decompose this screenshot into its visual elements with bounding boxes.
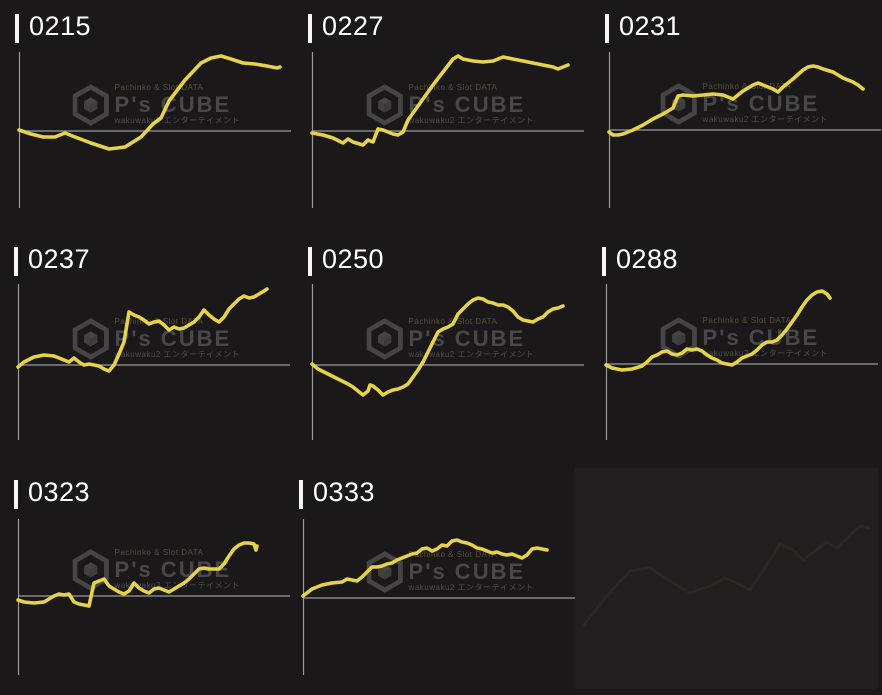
- chart-canvas: [17, 52, 291, 208]
- machine-number-label: 0215: [29, 11, 92, 41]
- machine-chart-cell[interactable]: 0250 Pachinko & Slot DATA P's CUBE wakuw…: [294, 233, 588, 466]
- label-accent-bar: [14, 480, 18, 509]
- label-accent-bar: [14, 247, 18, 276]
- series-line: [301, 538, 549, 598]
- series-line: [310, 54, 570, 147]
- series-line: [16, 541, 259, 608]
- label-accent-bar: [602, 247, 606, 276]
- label-accent-bar: [308, 247, 312, 276]
- machine-number-label: 0231: [619, 11, 682, 41]
- empty-cell-panel: [575, 468, 878, 689]
- chart-canvas: [310, 284, 584, 440]
- machine-chart-cell[interactable]: 0237 Pachinko & Slot DATA P's CUBE wakuw…: [0, 233, 294, 466]
- machine-number-label: 0237: [28, 244, 91, 274]
- machine-chart-cell[interactable]: 0227 Pachinko & Slot DATA P's CUBE wakuw…: [294, 0, 588, 233]
- chart-canvas: [16, 519, 290, 675]
- label-accent-bar: [308, 14, 312, 43]
- label-accent-bar: [15, 14, 19, 43]
- series-line: [310, 296, 565, 397]
- chart-canvas: [604, 284, 878, 440]
- ghost-series-line: [581, 524, 871, 627]
- machine-number-label: 0250: [322, 244, 385, 274]
- machine-number-label: 0333: [313, 477, 376, 507]
- machine-chart-cell[interactable]: 0231 Pachinko & Slot DATA P's CUBE wakuw…: [588, 0, 882, 233]
- machine-chart-cell[interactable]: 0323 Pachinko & Slot DATA P's CUBE wakuw…: [0, 466, 294, 695]
- chart-canvas: [310, 52, 584, 208]
- series-line: [16, 287, 269, 373]
- ghost-chart-canvas: [581, 524, 871, 627]
- label-accent-bar: [299, 480, 303, 509]
- chart-canvas: [301, 519, 575, 675]
- chart-canvas: [607, 52, 881, 208]
- machine-chart-cell[interactable]: 0288 Pachinko & Slot DATA P's CUBE wakuw…: [588, 233, 882, 466]
- label-accent-bar: [605, 14, 609, 43]
- series-line: [17, 54, 282, 151]
- machine-number-label: 0288: [616, 244, 679, 274]
- machine-number-label: 0227: [322, 11, 385, 41]
- series-line: [604, 289, 832, 372]
- machine-number-label: 0323: [28, 477, 91, 507]
- chart-canvas: [16, 284, 290, 440]
- machine-chart-cell[interactable]: 0215 Pachinko & Slot DATA P's CUBE wakuw…: [0, 0, 294, 233]
- series-line: [607, 64, 865, 137]
- machine-chart-cell[interactable]: 0333 Pachinko & Slot DATA P's CUBE wakuw…: [294, 466, 588, 695]
